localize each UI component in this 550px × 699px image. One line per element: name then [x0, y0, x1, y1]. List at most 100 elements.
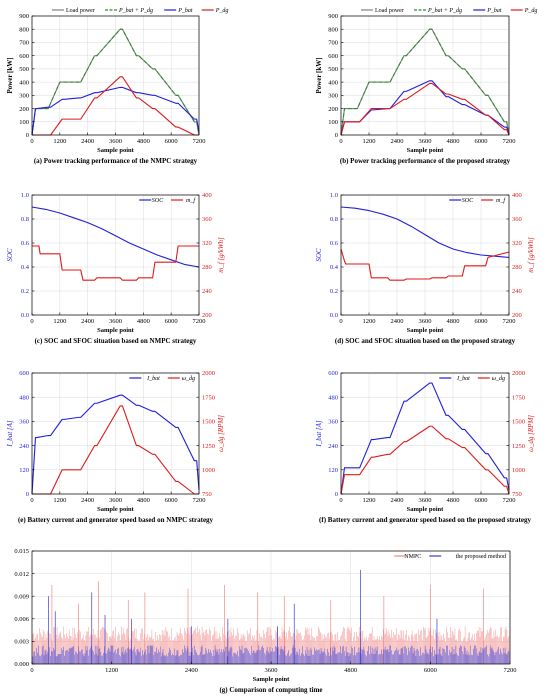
y-tick-label: 0.0 — [21, 312, 29, 319]
chart-d: 0 1200 2400 3600 4800 6000 7200 0.0 0.2 0.4 0.6 0.8… — [315, 192, 535, 345]
x-axis-label: Sample point — [97, 506, 134, 513]
chart-c: 0 1200 2400 3600 4800 6000 7200 0.0 0.2 0.4 0.6 0.8… — [6, 192, 225, 345]
y-tick-label: 300 — [328, 93, 338, 100]
y-tick-label: 200 — [19, 106, 29, 113]
x-tick-label: 0 — [30, 318, 33, 325]
x-tick-label: 7200 — [504, 667, 517, 674]
y-tick-label: 1.0 — [21, 192, 29, 199]
y2-tick-label: 320 — [202, 240, 212, 247]
legend-label: m_f — [186, 197, 196, 204]
y-tick-label: 600 — [19, 370, 29, 377]
y2-tick-label: 1250 — [512, 443, 525, 450]
y-tick-label: 0.6 — [21, 240, 30, 247]
series-line — [31, 206, 200, 268]
x-tick-label: 1200 — [53, 318, 66, 325]
x-tick-label: 7200 — [193, 138, 206, 145]
y-tick-label: 0.4 — [330, 264, 339, 271]
y-axis-label: I_bat [A] — [6, 420, 14, 448]
y-tick-label: 0.012 — [14, 571, 29, 578]
y-tick-label: 900 — [328, 13, 338, 20]
legend-label: P_bat — [177, 8, 193, 14]
y2-axis-label: ω_dg [RPM] — [527, 415, 535, 452]
y2-tick-label: 1000 — [512, 467, 525, 474]
chart-a: 0 1200 2400 3600 4800 6000 7200 0 100 200 300 400 50… — [6, 8, 228, 165]
y-tick-label: 200 — [328, 106, 338, 113]
legend-label: Load power — [66, 8, 95, 14]
legend: m_f SOC — [139, 197, 196, 204]
legend: the proposed method NMPC — [394, 554, 506, 560]
y-tick-label: 400 — [328, 79, 338, 86]
x-tick-label: 1200 — [105, 667, 118, 674]
x-tick-label: 3600 — [109, 497, 122, 504]
x-axis-label: Sample point — [253, 676, 290, 683]
y-axis-label: Power [kW] — [315, 57, 323, 93]
x-tick-label: 3600 — [419, 318, 432, 325]
y2-tick-label: 240 — [512, 288, 522, 295]
legend-label: ω_dg — [182, 376, 195, 382]
chart-f: 0 1200 2400 3600 4800 6000 7200 0 120 240 360 480 60… — [315, 370, 535, 524]
chart-caption: (f) Battery current and generator speed … — [319, 516, 531, 524]
y2-tick-label: 1750 — [202, 394, 215, 401]
x-tick-label: 3600 — [109, 138, 122, 145]
y-axis-label: SOC — [315, 248, 323, 262]
y-tick-label: 0.006 — [14, 616, 29, 623]
y-tick-label: 240 — [19, 443, 29, 450]
x-tick-label: 1200 — [363, 497, 376, 504]
series-line — [32, 76, 199, 136]
y-tick-label: 900 — [19, 13, 29, 20]
y-tick-label: 800 — [19, 26, 29, 33]
y-tick-label: 400 — [19, 79, 29, 86]
y-tick-label: 0 — [335, 132, 338, 139]
y-tick-label: 0 — [26, 132, 29, 139]
y2-tick-label: 1250 — [202, 443, 215, 450]
legend: Load power P_bat + P_dg P_bat P_dg — [52, 8, 228, 14]
x-tick-label: 6000 — [475, 497, 488, 504]
legend-label: Load power — [375, 8, 404, 14]
x-tick-label: 2400 — [391, 497, 404, 504]
chart-e: 0 1200 2400 3600 4800 6000 7200 0 120 240 360 480 60… — [6, 370, 225, 524]
y-tick-label: 600 — [328, 370, 338, 377]
y2-tick-label: 2000 — [202, 370, 215, 377]
y2-tick-label: 240 — [202, 288, 212, 295]
x-tick-label: 7200 — [503, 138, 516, 145]
y-tick-label: 0.8 — [330, 216, 338, 223]
x-tick-label: 0 — [339, 497, 342, 504]
legend-label: SOC — [462, 198, 474, 204]
chart-caption: (a) Power tracking performance of the NM… — [34, 157, 198, 165]
y2-tick-label: 2000 — [512, 370, 525, 377]
y2-tick-label: 750 — [202, 491, 212, 498]
x-tick-label: 2400 — [81, 138, 94, 145]
legend: ω_dg I_bat — [129, 376, 195, 382]
x-tick-label: 2400 — [81, 497, 94, 504]
x-tick-label: 7200 — [193, 318, 206, 325]
x-tick-label: 3600 — [419, 138, 432, 145]
x-tick-label: 6000 — [165, 497, 178, 504]
y-tick-label: 0.6 — [330, 240, 339, 247]
y-tick-label: 0.8 — [21, 216, 29, 223]
y-tick-label: 0 — [335, 491, 338, 498]
y-tick-label: 480 — [19, 394, 29, 401]
y-tick-label: 360 — [19, 419, 29, 426]
legend-label: P_bat — [486, 8, 502, 14]
legend-label: I_bat — [456, 376, 470, 382]
chart-caption: (c) SOC and SFOC situation based on NMPC… — [35, 337, 197, 345]
x-tick-label: 3600 — [265, 667, 278, 674]
x-tick-label: 4800 — [137, 318, 150, 325]
y-tick-label: 480 — [328, 394, 338, 401]
series-line — [31, 28, 200, 136]
x-tick-label: 0 — [30, 667, 33, 674]
y-axis-label: I_bat [A] — [315, 420, 323, 448]
x-axis-label: Sample point — [97, 147, 134, 154]
y-tick-label: 100 — [328, 119, 338, 126]
y-tick-label: 0.4 — [21, 264, 30, 271]
legend-label: m_f — [496, 197, 506, 204]
series-line — [340, 28, 510, 136]
y-tick-label: 0.015 — [14, 548, 29, 555]
legend-label: NMPC — [404, 554, 421, 560]
y-tick-label: 0.009 — [14, 593, 29, 600]
y-axis-label: SOC — [6, 248, 14, 262]
x-tick-label: 4800 — [344, 667, 357, 674]
legend-label: ω_dg — [492, 376, 505, 382]
x-tick-label: 4800 — [137, 138, 150, 145]
y-tick-label: 700 — [328, 40, 338, 47]
